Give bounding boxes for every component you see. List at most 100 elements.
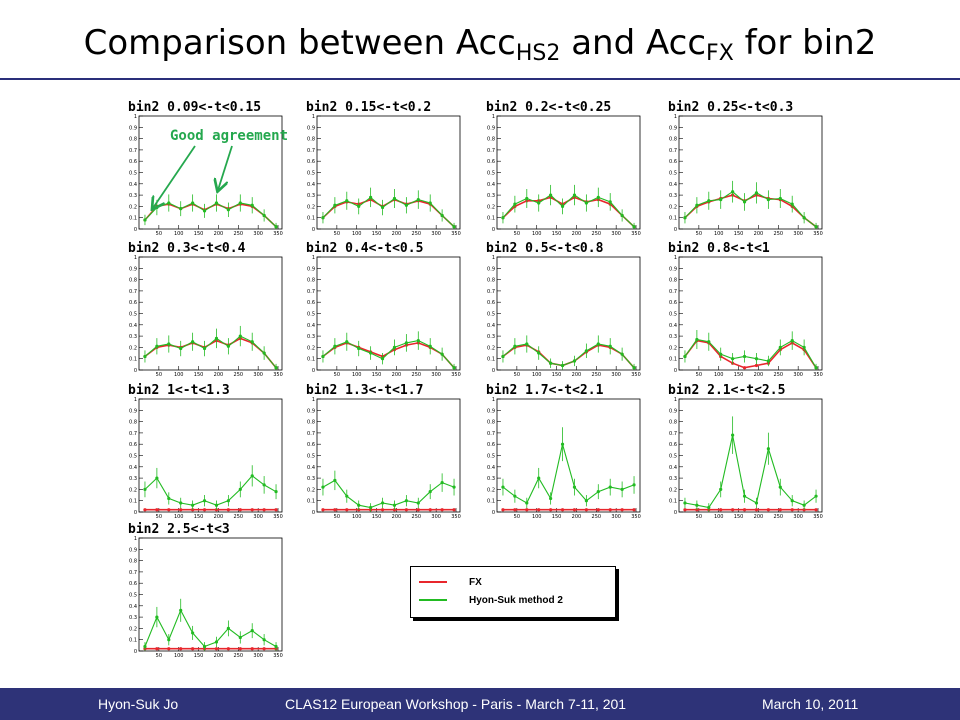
- x-tick-label: 200: [754, 514, 764, 520]
- data-point-hyon-suk: [226, 208, 230, 212]
- data-point-fx: [274, 508, 278, 512]
- data-point-hyon-suk: [707, 340, 711, 344]
- data-point-hyon-suk: [416, 501, 420, 505]
- y-tick-label: 0.4: [669, 182, 677, 188]
- x-tick-label: 350: [631, 231, 641, 237]
- y-tick-label: 0.3: [669, 334, 677, 340]
- panel-title: bin2 0.15<-t<0.2: [306, 100, 431, 115]
- data-point-hyon-suk: [584, 349, 588, 353]
- series-line-hyon-suk: [144, 335, 277, 369]
- y-tick-label: 0.6: [669, 442, 677, 448]
- data-point-fx: [155, 508, 159, 512]
- data-point-hyon-suk: [250, 474, 254, 478]
- x-tick-label: 50: [514, 372, 520, 378]
- data-point-fx: [814, 508, 818, 512]
- data-point-hyon-suk: [416, 339, 420, 343]
- y-tick-label: 0: [134, 368, 137, 374]
- y-tick-label: 0.5: [487, 171, 495, 177]
- panel-frame: [678, 115, 823, 230]
- data-point-hyon-suk: [766, 447, 770, 451]
- y-tick-label: 0.2: [487, 345, 495, 351]
- y-tick-label: 0.9: [487, 408, 495, 414]
- data-point-hyon-suk: [179, 608, 183, 612]
- y-tick-label: 0.4: [307, 182, 315, 188]
- x-tick-label: 100: [352, 231, 362, 237]
- y-tick-label: 0.2: [129, 345, 137, 351]
- data-point-fx: [719, 508, 723, 512]
- y-tick-label: 0.4: [487, 182, 495, 188]
- x-tick-label: 200: [754, 372, 764, 378]
- y-tick-label: 0.2: [669, 487, 677, 493]
- x-tick-label: 300: [253, 231, 263, 237]
- data-point-hyon-suk: [214, 503, 219, 507]
- title-mid: and Acc: [560, 23, 707, 63]
- y-tick-label: 1: [674, 255, 677, 261]
- panel-8: bin2 0.8<-t<1 0 0.1 0.2 0.3 0.4 0.5 0.6 0.7 0.8 0.…: [668, 241, 823, 378]
- y-tick-label: 0.1: [129, 357, 137, 363]
- y-tick-label: 0.4: [129, 182, 137, 188]
- data-point-hyon-suk: [596, 342, 600, 346]
- annotation-good-agreement: Good agreement: [170, 128, 288, 144]
- y-tick-label: 0.7: [487, 289, 495, 295]
- data-point-fx: [250, 508, 254, 512]
- y-tick-label: 0.1: [307, 499, 315, 505]
- x-tick-label: 200: [214, 514, 224, 520]
- y-tick-label: 0.2: [487, 487, 495, 493]
- data-point-fx: [262, 647, 266, 651]
- x-tick-label: 50: [156, 231, 162, 237]
- y-tick-label: 0.3: [129, 334, 137, 340]
- y-tick-label: 0.7: [307, 148, 315, 154]
- y-tick-label: 0.5: [669, 171, 677, 177]
- annotation-arrow-2: [218, 145, 233, 190]
- data-point-hyon-suk: [143, 487, 147, 491]
- data-point-hyon-suk: [155, 476, 159, 480]
- x-tick-label: 150: [552, 372, 562, 378]
- y-tick-label: 0.4: [307, 465, 315, 471]
- y-tick-label: 0.9: [129, 547, 137, 553]
- y-tick-label: 0.7: [129, 148, 137, 154]
- y-tick-label: 0.9: [669, 408, 677, 414]
- data-point-fx: [167, 508, 171, 512]
- y-tick-label: 0.4: [487, 323, 495, 329]
- data-point-hyon-suk: [778, 485, 782, 489]
- data-point-fx: [501, 508, 505, 512]
- y-tick-label: 0.2: [307, 487, 315, 493]
- y-tick-label: 0.8: [669, 137, 677, 143]
- y-tick-label: 0.2: [129, 626, 137, 632]
- x-tick-label: 250: [234, 372, 244, 378]
- y-tick-label: 0.7: [307, 289, 315, 295]
- data-point-hyon-suk: [549, 193, 553, 197]
- data-point-fx: [525, 508, 529, 512]
- data-point-hyon-suk: [191, 201, 195, 205]
- data-point-hyon-suk: [452, 485, 456, 489]
- y-tick-label: 0.5: [307, 312, 315, 318]
- data-point-hyon-suk: [501, 354, 505, 359]
- y-tick-label: 1: [134, 255, 137, 261]
- data-point-fx: [549, 508, 553, 512]
- data-point-hyon-suk: [572, 359, 577, 363]
- data-point-fx: [754, 508, 759, 512]
- data-point-hyon-suk: [632, 366, 636, 370]
- legend-swatch-fx: [419, 581, 447, 583]
- panel-title: bin2 1.3<-t<1.7: [306, 383, 423, 398]
- y-tick-label: 1: [312, 114, 315, 120]
- x-tick-label: 100: [714, 372, 724, 378]
- y-tick-label: 0.4: [487, 465, 495, 471]
- x-tick-label: 300: [431, 231, 441, 237]
- data-point-hyon-suk: [814, 225, 818, 229]
- y-tick-label: 0.1: [129, 499, 137, 505]
- data-point-fx: [560, 508, 565, 512]
- x-tick-label: 200: [754, 231, 764, 237]
- data-point-hyon-suk: [238, 635, 242, 640]
- y-tick-label: 0.5: [669, 454, 677, 460]
- data-point-fx: [778, 508, 782, 512]
- data-point-hyon-suk: [790, 339, 794, 343]
- x-tick-label: 100: [174, 514, 184, 520]
- data-point-hyon-suk: [416, 198, 420, 202]
- series-line-hyon-suk: [144, 475, 277, 506]
- data-point-fx: [250, 647, 254, 651]
- data-point-hyon-suk: [357, 346, 361, 351]
- data-point-fx: [731, 508, 735, 512]
- y-tick-label: 0.1: [487, 357, 495, 363]
- x-tick-label: 250: [774, 514, 784, 520]
